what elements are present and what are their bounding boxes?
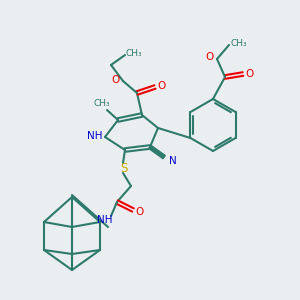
Text: S: S: [120, 161, 128, 175]
Text: O: O: [112, 75, 120, 85]
Text: O: O: [157, 81, 165, 91]
Text: O: O: [206, 52, 214, 62]
Text: CH₃: CH₃: [94, 100, 110, 109]
Text: N: N: [169, 156, 177, 166]
Text: CH₃: CH₃: [231, 38, 247, 47]
Text: O: O: [136, 207, 144, 217]
Text: NH: NH: [87, 131, 103, 141]
Text: CH₃: CH₃: [126, 49, 142, 58]
Text: NH: NH: [97, 215, 113, 225]
Text: O: O: [246, 69, 254, 79]
